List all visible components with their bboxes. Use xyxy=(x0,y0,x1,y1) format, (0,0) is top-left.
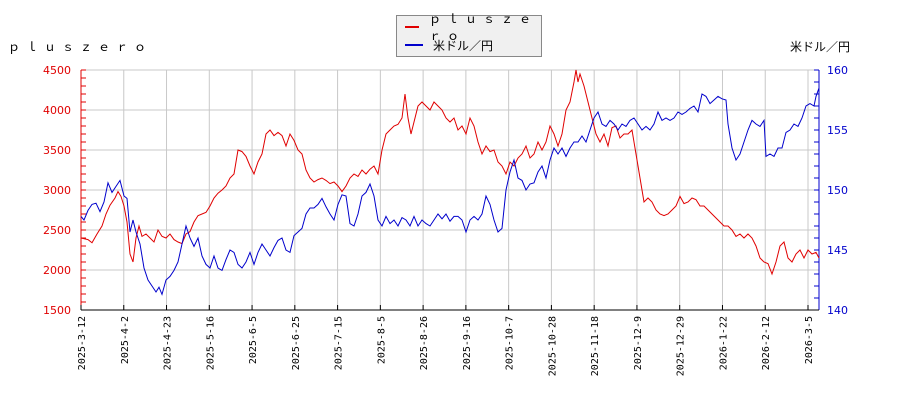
svg-text:2500: 2500 xyxy=(43,224,71,237)
chart-legend: ｐｌｕｓｚｅｒｏ 米ドル／円 xyxy=(396,12,542,57)
svg-text:155: 155 xyxy=(827,124,848,137)
legend-swatch-blue xyxy=(405,44,423,46)
left-axis-title: ｐｌｕｓｚｅｒｏ xyxy=(8,40,153,54)
svg-text:160: 160 xyxy=(827,64,848,77)
svg-text:2025-8-5: 2025-8-5 xyxy=(376,316,387,364)
right-axis-title: 米ドル／円 xyxy=(789,40,850,54)
svg-text:2025-3-12: 2025-3-12 xyxy=(77,316,88,370)
svg-text:2025-9-16: 2025-9-16 xyxy=(462,316,473,370)
svg-text:2025-6-5: 2025-6-5 xyxy=(248,316,259,364)
svg-text:150: 150 xyxy=(827,184,848,197)
svg-text:3000: 3000 xyxy=(43,184,71,197)
svg-text:145: 145 xyxy=(827,244,848,257)
legend-item-usdjpy: 米ドル／円 xyxy=(405,37,493,53)
axes: 1500 2000 2500 3000 3500 4000 4500 140 145 150 155… xyxy=(43,64,848,376)
grid-lines xyxy=(81,69,819,310)
svg-text:2025-4-2: 2025-4-2 xyxy=(120,316,131,364)
svg-text:2025-8-26: 2025-8-26 xyxy=(419,316,430,370)
svg-text:2025-11-18: 2025-11-18 xyxy=(590,316,601,376)
svg-text:2025-4-23: 2025-4-23 xyxy=(163,316,174,370)
legend-label-usdjpy: 米ドル／円 xyxy=(433,38,494,53)
svg-text:2025-5-16: 2025-5-16 xyxy=(205,316,216,370)
legend-swatch-red xyxy=(405,26,419,28)
svg-text:2026-1-22: 2026-1-22 xyxy=(718,316,729,370)
legend-label-pluszero: ｐｌｕｓｚｅｒｏ xyxy=(429,12,538,43)
svg-text:2025-10-28: 2025-10-28 xyxy=(547,316,558,376)
svg-text:4000: 4000 xyxy=(43,104,71,117)
svg-text:140: 140 xyxy=(827,304,848,317)
svg-text:2026-2-12: 2026-2-12 xyxy=(761,316,772,370)
legend-item-pluszero: ｐｌｕｓｚｅｒｏ xyxy=(405,12,541,43)
svg-text:2025-12-9: 2025-12-9 xyxy=(633,316,644,370)
svg-text:2025-12-29: 2025-12-29 xyxy=(676,316,687,376)
svg-text:2025-6-25: 2025-6-25 xyxy=(291,316,302,370)
svg-text:2000: 2000 xyxy=(43,264,71,277)
svg-text:2026-3-5: 2026-3-5 xyxy=(804,316,815,364)
data-lines xyxy=(80,69,820,296)
svg-text:2025-10-7: 2025-10-7 xyxy=(505,316,516,370)
svg-text:3500: 3500 xyxy=(43,144,71,157)
svg-text:2025-7-15: 2025-7-15 xyxy=(334,316,345,370)
svg-text:4500: 4500 xyxy=(43,64,71,77)
svg-text:1500: 1500 xyxy=(43,304,71,317)
